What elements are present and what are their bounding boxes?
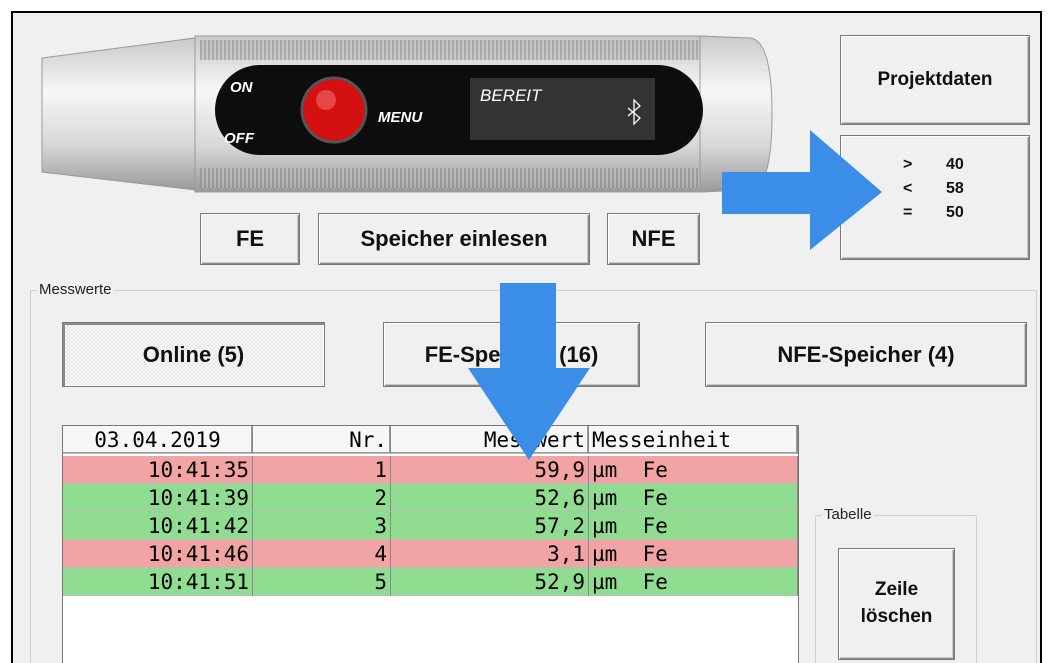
table-cell: 52,6 bbox=[391, 484, 589, 512]
table-cell: µm Fe bbox=[589, 540, 798, 568]
off-label: OFF bbox=[224, 130, 255, 147]
limits-button[interactable]: >40 <58 = 50 bbox=[840, 135, 1030, 260]
nfe-button[interactable]: NFE bbox=[607, 213, 700, 265]
table-cell: 59,9 bbox=[391, 456, 589, 484]
nfe-memory-tab[interactable]: NFE-Speicher (4) bbox=[705, 322, 1027, 387]
table-cell: µm Fe bbox=[589, 484, 798, 512]
table-cell: µm Fe bbox=[589, 512, 798, 540]
menu-label: MENU bbox=[378, 109, 423, 126]
app-window: ON OFF MENU BEREIT FE Speicher einlesen … bbox=[0, 0, 1049, 663]
table-cell: 10:41:51 bbox=[63, 568, 253, 596]
table-cell: 4 bbox=[253, 540, 391, 568]
header-cell: Messeinheit bbox=[589, 426, 798, 454]
display-text: BEREIT bbox=[480, 86, 543, 105]
read-memory-button[interactable]: Speicher einlesen bbox=[318, 213, 590, 265]
group-title: Tabelle bbox=[822, 506, 874, 523]
table-cell: 2 bbox=[253, 484, 391, 512]
table-cell: 10:41:39 bbox=[63, 484, 253, 512]
table-cell: 5 bbox=[253, 568, 391, 596]
table-cell: 10:41:46 bbox=[63, 540, 253, 568]
table-cell: 57,2 bbox=[391, 512, 589, 540]
header-cell: Nr. bbox=[253, 426, 391, 454]
limit-symbol: > bbox=[903, 156, 912, 174]
group-title: Messwerte bbox=[37, 281, 114, 298]
device-grip bbox=[200, 40, 700, 60]
table-cell: µm Fe bbox=[589, 568, 798, 596]
online-tab[interactable]: Online (5) bbox=[62, 322, 325, 387]
table-cell: 10:41:42 bbox=[63, 512, 253, 540]
table-cell: 52,9 bbox=[391, 568, 589, 596]
project-button[interactable]: Projektdaten bbox=[840, 35, 1030, 125]
table-cell: 10:41:35 bbox=[63, 456, 253, 484]
table-cell: µm Fe bbox=[589, 456, 798, 484]
button-highlight bbox=[316, 90, 336, 110]
limit-value: 50 bbox=[946, 204, 964, 222]
table-cell: 1 bbox=[253, 456, 391, 484]
table-cell: 3 bbox=[253, 512, 391, 540]
device-cap bbox=[700, 36, 772, 192]
device-grip bbox=[200, 168, 700, 188]
limit-symbol: = bbox=[903, 204, 912, 222]
device-tip bbox=[42, 38, 195, 190]
delete-row-button[interactable]: Zeile löschen bbox=[838, 548, 955, 660]
limit-value: 58 bbox=[946, 180, 964, 198]
limit-value: 40 bbox=[946, 156, 964, 174]
fe-button[interactable]: FE bbox=[200, 213, 300, 265]
fe-memory-tab[interactable]: FE-Speicher (16) bbox=[383, 322, 640, 387]
limit-symbol: < bbox=[903, 180, 912, 198]
header-cell: 03.04.2019 bbox=[63, 426, 253, 454]
on-label: ON bbox=[230, 79, 254, 96]
power-button bbox=[302, 78, 366, 142]
table-cell: 3,1 bbox=[391, 540, 589, 568]
header-cell: Messwert bbox=[391, 426, 589, 454]
